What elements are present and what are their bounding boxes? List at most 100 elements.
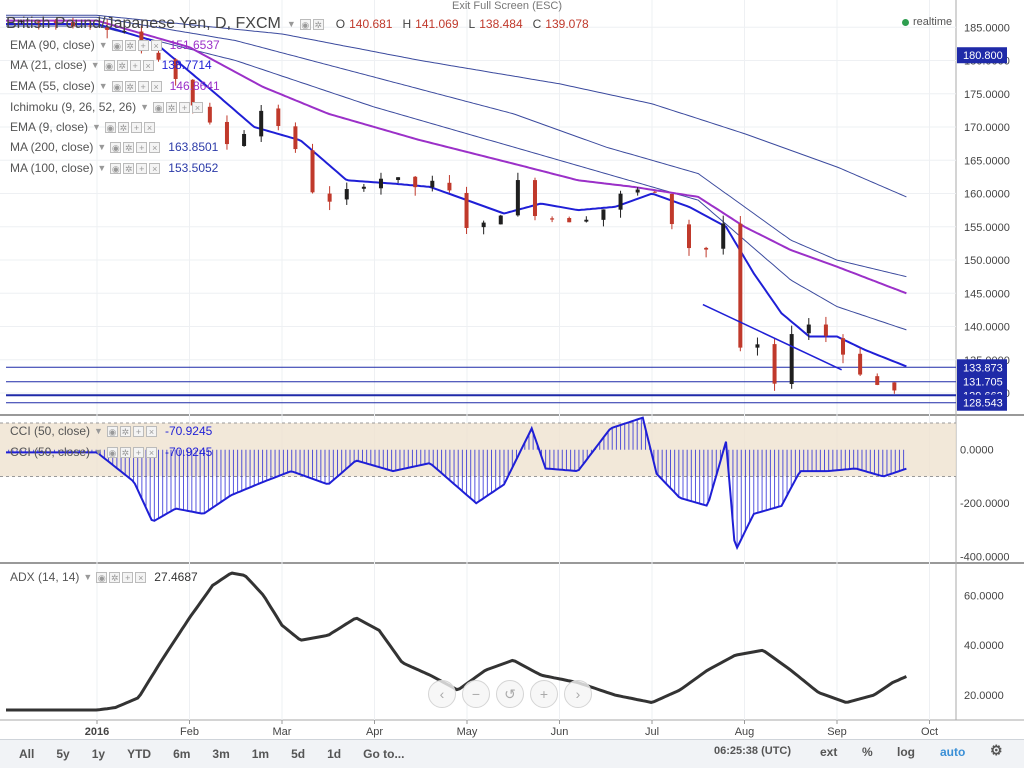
gear-icon[interactable]: ✲	[124, 80, 136, 92]
eye-icon[interactable]: ◉	[96, 571, 108, 583]
candle	[567, 216, 572, 223]
gear-icon[interactable]: ✲	[119, 446, 131, 458]
gear-icon[interactable]: ✲	[123, 162, 135, 174]
legend-row[interactable]: MA (21, close) ▼ ◉ ✲ + × 138.7714	[10, 56, 212, 74]
range-button-1y[interactable]: 1y	[91, 747, 106, 761]
adx-legend-row[interactable]: ADX (14, 14) ▼ ◉ ✲ + × 27.4687	[10, 568, 198, 586]
chevron-down-icon[interactable]: ▼	[98, 40, 108, 50]
gear-icon[interactable]: ✲	[166, 101, 177, 113]
legend-row[interactable]: EMA (9, close) ▼ ◉ ✲ + ×	[10, 118, 163, 136]
goto-button[interactable]: Go to...	[363, 747, 405, 761]
plus-icon[interactable]: +	[132, 425, 144, 437]
chevron-down-icon[interactable]: ▼	[92, 122, 101, 132]
cci-legend-row[interactable]: CCI (50, close) ▼ ◉ ✲ + × -70.9245	[10, 443, 212, 461]
eye-icon[interactable]: ◉	[153, 101, 164, 113]
gear-icon[interactable]: ✲	[117, 121, 129, 133]
candle	[550, 216, 555, 223]
candle	[36, 20, 41, 30]
legend-row[interactable]: Ichimoku (9, 26, 52, 26) ▼ ◉ ✲ + ×	[10, 98, 211, 116]
range-button-5y[interactable]: 5y	[56, 747, 70, 761]
chevron-down-icon[interactable]: ▼	[83, 572, 93, 582]
plus-icon[interactable]: +	[137, 39, 149, 51]
plus-icon[interactable]: +	[137, 80, 149, 92]
gear-icon[interactable]: ⚙	[990, 742, 1003, 758]
candle	[327, 186, 332, 211]
close-icon[interactable]: ×	[149, 162, 161, 174]
eye-icon[interactable]: ◉	[111, 39, 123, 51]
chevron-down-icon[interactable]: ▼	[94, 447, 103, 457]
chevron-down-icon[interactable]: ▼	[98, 81, 108, 91]
eye-icon[interactable]: ◉	[104, 121, 116, 133]
eye-icon[interactable]: ◉	[110, 141, 122, 153]
trendline[interactable]	[702, 303, 842, 371]
gear-icon[interactable]: ✲	[119, 425, 131, 437]
gear-icon[interactable]: ✲	[116, 59, 128, 71]
chevron-down-icon[interactable]: ▼	[97, 163, 107, 173]
eye-icon[interactable]: ◉	[110, 162, 122, 174]
gear-icon[interactable]: ✲	[312, 18, 324, 30]
close-icon[interactable]: ×	[143, 121, 155, 133]
symbol-title[interactable]: British Pound/Japanese Yen, D, FXCM	[6, 15, 281, 32]
chevron-down-icon[interactable]: ▼	[97, 142, 107, 152]
chevron-down-icon[interactable]: ▼	[90, 60, 100, 70]
exit-fullscreen-link[interactable]: Exit Full Screen (ESC)	[452, 0, 563, 12]
chevron-down-icon[interactable]: ▼	[94, 426, 103, 436]
plus-icon[interactable]: +	[136, 162, 148, 174]
zoom-in-icon[interactable]: +	[530, 680, 558, 708]
plus-icon[interactable]: +	[122, 571, 134, 583]
cci-legend-row[interactable]: CCI (50, close) ▼ ◉ ✲ + × -70.9245	[10, 422, 212, 440]
chevron-down-icon[interactable]: ▼	[140, 102, 149, 112]
range-button-5d[interactable]: 5d	[291, 747, 306, 761]
log-toggle[interactable]: log	[897, 745, 915, 759]
reset-icon[interactable]: ↺	[496, 680, 524, 708]
close-icon[interactable]: ×	[150, 80, 162, 92]
downtrend-line[interactable]	[702, 303, 842, 371]
plus-icon[interactable]: +	[132, 446, 144, 458]
indicator-value: 151.6537	[169, 38, 220, 52]
percent-toggle[interactable]: %	[862, 745, 873, 759]
scroll-left-icon[interactable]: ‹	[428, 680, 456, 708]
range-button-ytd[interactable]: YTD	[127, 747, 152, 761]
gear-icon[interactable]: ✲	[123, 141, 135, 153]
chart-nav-controls: ‹ − ↺ + ›	[428, 680, 598, 708]
time-tick-label: Feb	[180, 726, 199, 738]
candle	[242, 130, 247, 147]
ext-toggle[interactable]: ext	[820, 745, 838, 759]
gear-icon[interactable]: ✲	[109, 571, 121, 583]
close-icon[interactable]: ×	[145, 446, 157, 458]
legend-row[interactable]: EMA (90, close) ▼ ◉ ✲ + × 151.6537	[10, 36, 220, 54]
range-button-3m[interactable]: 3m	[212, 747, 230, 761]
eye-icon[interactable]: ◉	[111, 80, 123, 92]
close-icon[interactable]: ×	[149, 141, 161, 153]
plus-icon[interactable]: +	[129, 59, 141, 71]
range-button-1m[interactable]: 1m	[251, 747, 270, 761]
candle-body	[242, 133, 247, 146]
price-tick-label: 170.0000	[964, 122, 1010, 134]
eye-icon[interactable]: ◉	[106, 425, 118, 437]
eye-icon[interactable]: ◉	[299, 18, 311, 30]
zoom-out-icon[interactable]: −	[462, 680, 490, 708]
close-icon[interactable]: ×	[145, 425, 157, 437]
gear-icon[interactable]: ✲	[124, 39, 136, 51]
range-button-1d[interactable]: 1d	[327, 747, 342, 761]
eye-icon[interactable]: ◉	[103, 59, 115, 71]
chevron-down-icon[interactable]: ▼	[286, 19, 296, 29]
scroll-right-icon[interactable]: ›	[564, 680, 592, 708]
range-button-all[interactable]: All	[19, 747, 35, 761]
close-icon[interactable]: ×	[192, 101, 203, 113]
legend-row[interactable]: MA (100, close) ▼ ◉ ✲ + × 153.5052	[10, 159, 218, 177]
close-icon[interactable]: ×	[135, 571, 147, 583]
plus-icon[interactable]: +	[130, 121, 142, 133]
candle-body	[892, 382, 897, 391]
close-icon[interactable]: ×	[142, 59, 154, 71]
legend-row[interactable]: EMA (55, close) ▼ ◉ ✲ + × 146.8641	[10, 77, 220, 95]
plus-icon[interactable]: +	[136, 141, 148, 153]
close-icon[interactable]: ×	[150, 39, 162, 51]
candle-body	[156, 52, 161, 60]
range-button-6m[interactable]: 6m	[173, 747, 191, 761]
auto-toggle[interactable]: auto	[940, 745, 966, 759]
eye-icon[interactable]: ◉	[106, 446, 118, 458]
plus-icon[interactable]: +	[179, 101, 190, 113]
legend-row[interactable]: MA (200, close) ▼ ◉ ✲ + × 163.8501	[10, 138, 218, 156]
